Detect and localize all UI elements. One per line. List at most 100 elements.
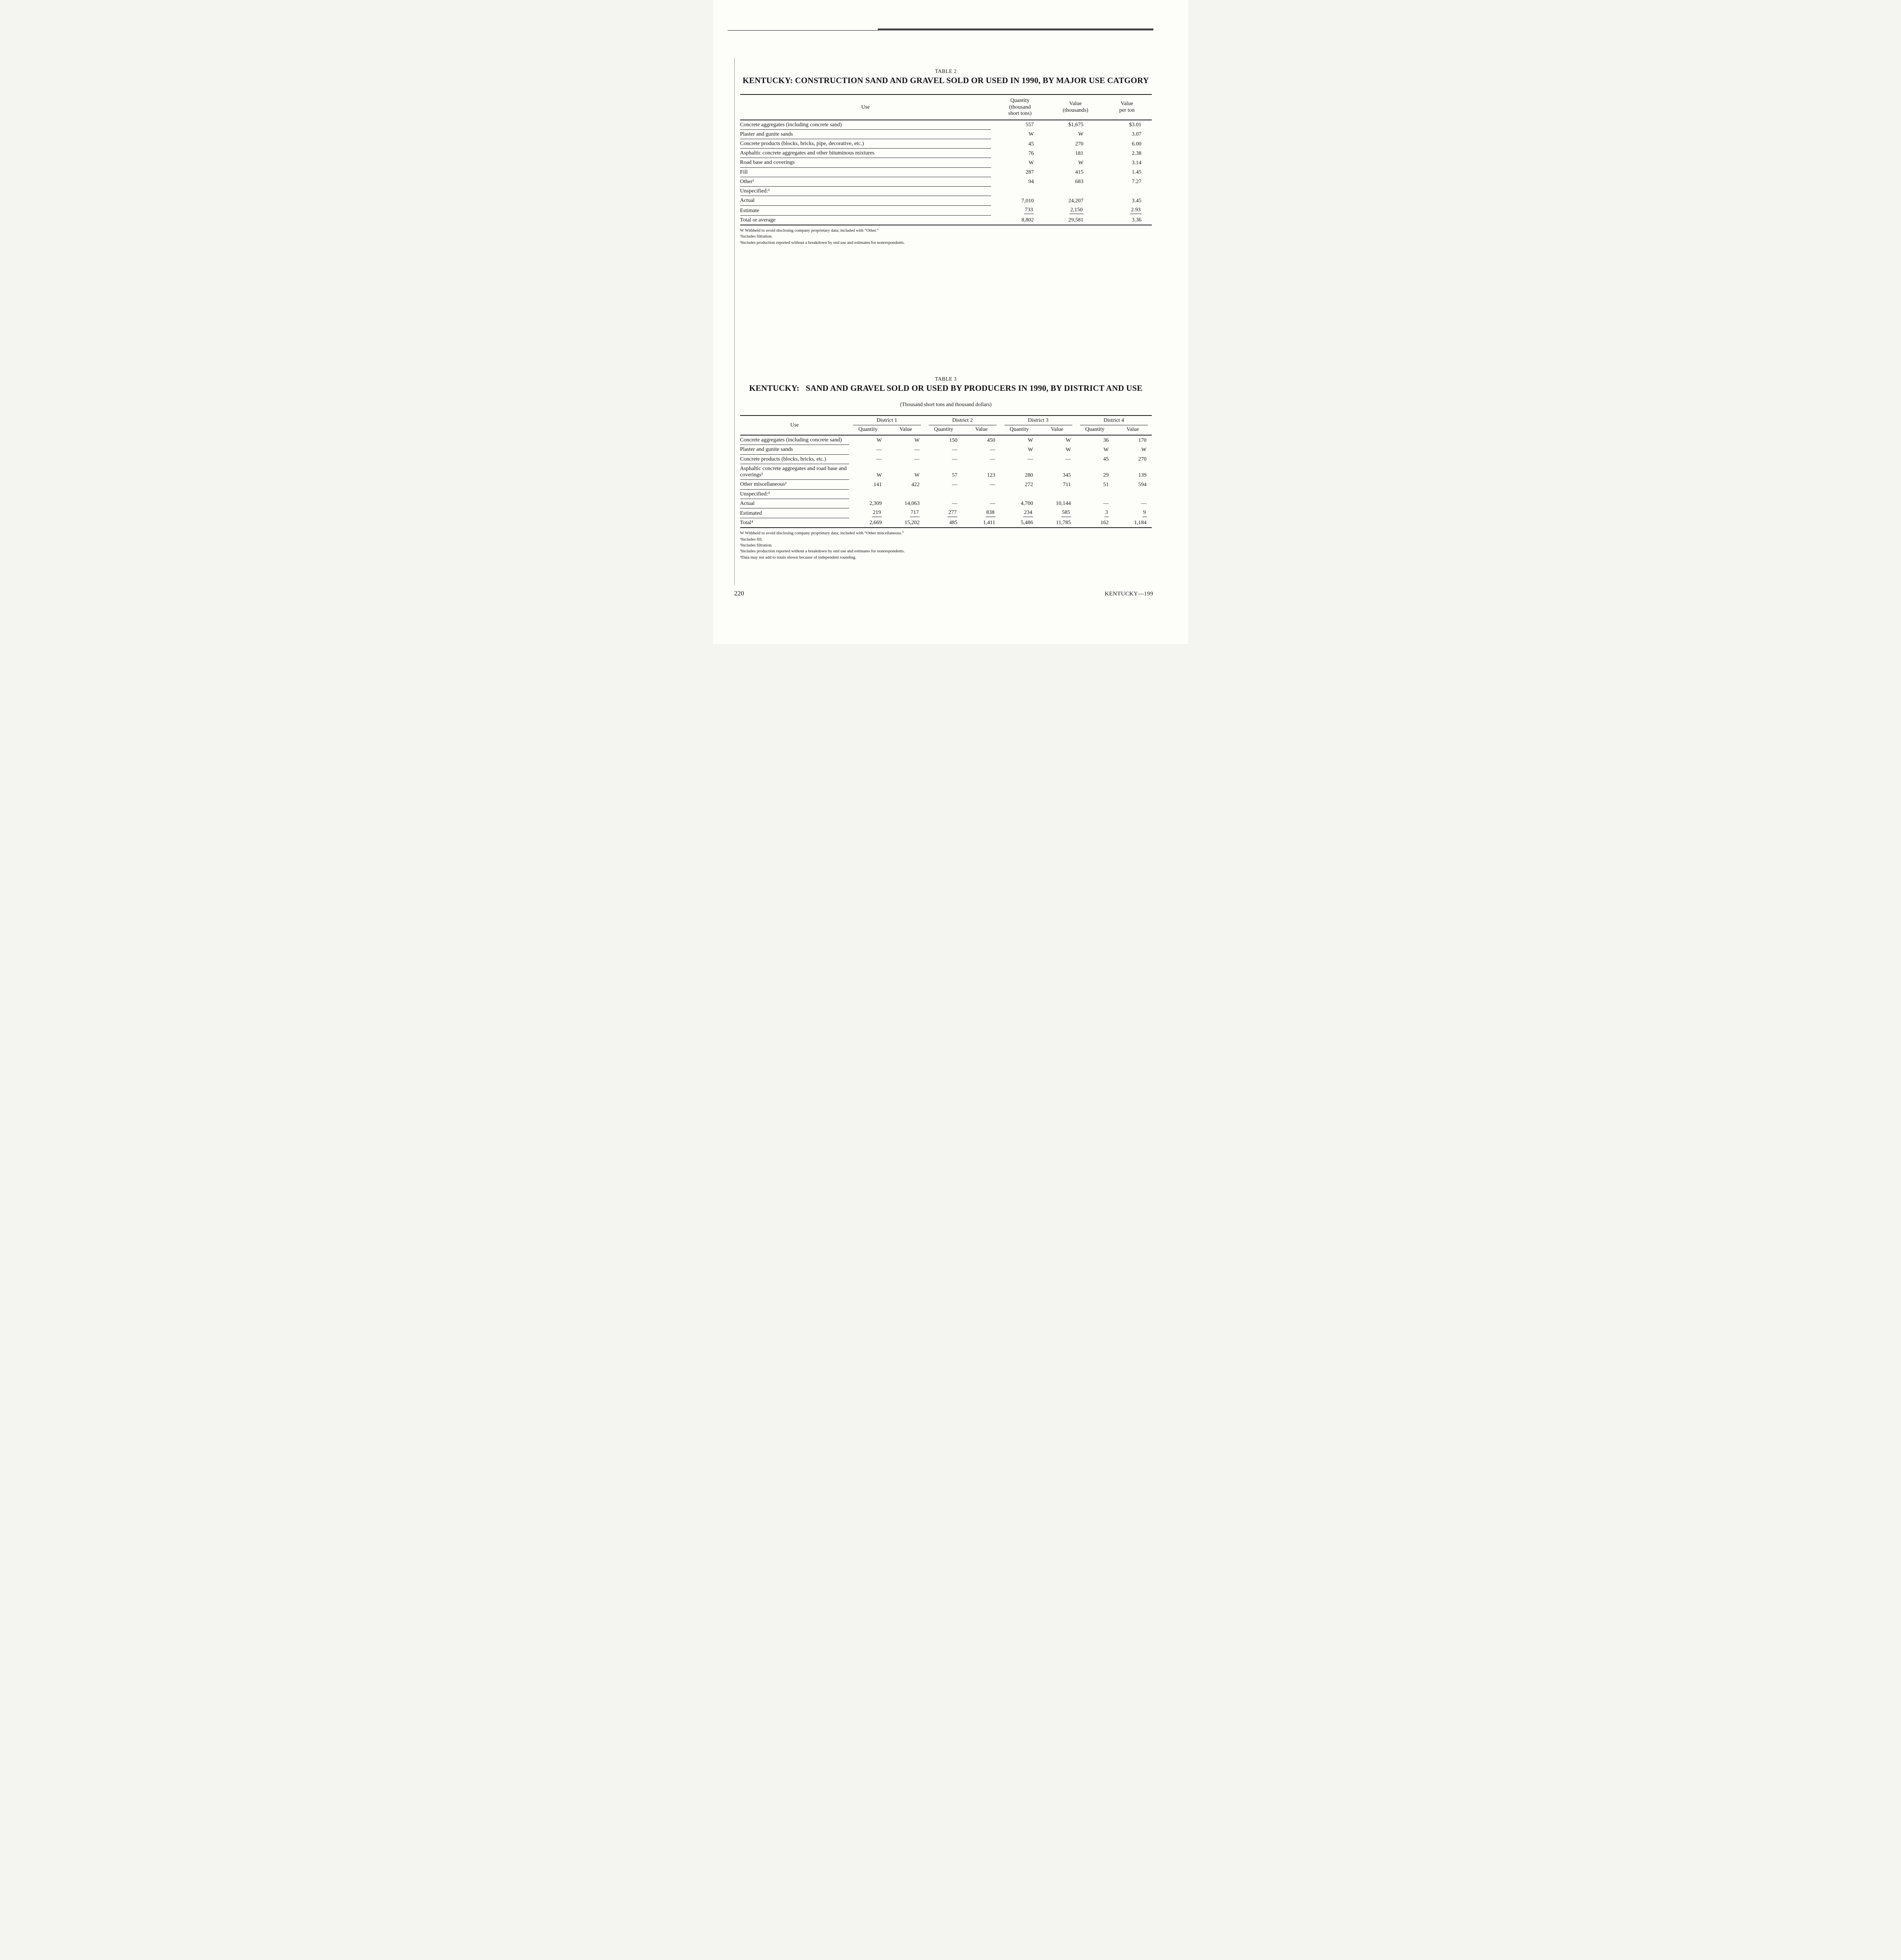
top-rule xyxy=(727,30,1153,31)
table3-header: Use District 1 District 2 District 3 Dis… xyxy=(740,416,1152,436)
value-cell: 594 xyxy=(1114,480,1151,489)
cell-value: 2.38 xyxy=(1132,150,1142,156)
d1-quantity-header: Quantity xyxy=(849,425,887,436)
document-page: TABLE 2 KENTUCKY: CONSTRUCTION SAND AND … xyxy=(713,0,1188,644)
district3-label: District 3 xyxy=(1004,417,1072,426)
value-cell: W xyxy=(887,464,924,479)
table2-header-perton-label: Value per ton xyxy=(1119,101,1135,113)
table2: Use Quantity (thousand short tons) Value… xyxy=(740,94,1152,226)
value-cell xyxy=(849,489,887,499)
value-cell: W xyxy=(1000,445,1038,454)
value-cell: 733 xyxy=(991,205,1049,215)
cell-value: 8,802 xyxy=(1021,217,1034,223)
value-cell: W xyxy=(849,464,887,479)
cell-value: W xyxy=(914,472,920,478)
row-label: Concrete products (blocks, bricks, pipe,… xyxy=(740,139,991,149)
cell-value: — xyxy=(876,446,882,453)
cell-value: 3 xyxy=(1104,510,1109,517)
value-cell: 11,785 xyxy=(1038,518,1076,528)
cell-value: 3.14 xyxy=(1132,160,1142,166)
cell-value: 139 xyxy=(1138,472,1147,478)
value-cell: 838 xyxy=(962,508,1000,518)
cell-value: W xyxy=(1141,446,1147,453)
row-label: Other miscellaneous² xyxy=(740,479,849,490)
table2-title: KENTUCKY: CONSTRUCTION SAND AND GRAVEL S… xyxy=(743,76,1149,85)
cell-value: 123 xyxy=(987,472,995,478)
cell-value: 450 xyxy=(987,437,995,443)
table-row: Fill 287 415 1.45 xyxy=(740,167,1152,177)
cell-value: — xyxy=(1028,456,1033,463)
value-cell: 181 xyxy=(1049,149,1102,158)
table2-header-value: Value (thousands) xyxy=(1049,94,1102,120)
cell-value: 345 xyxy=(1062,472,1071,478)
cell-value: 170 xyxy=(1138,437,1147,443)
cell-value: 9 xyxy=(1142,510,1147,517)
value-cell: — xyxy=(962,445,1000,454)
value-cell: — xyxy=(962,499,1000,508)
table2-header-quantity-label: Quantity (thousand short tons) xyxy=(1008,98,1032,117)
cell-value: 15,202 xyxy=(904,520,920,526)
value-cell: W xyxy=(849,435,887,445)
cell-value: W xyxy=(1066,446,1071,453)
running-footer: KENTUCKY—199 xyxy=(1104,591,1153,597)
value-cell: 8,802 xyxy=(991,215,1049,225)
value-cell xyxy=(887,489,924,499)
table2-header-quantity: Quantity (thousand short tons) xyxy=(991,94,1049,120)
value-cell: W xyxy=(1049,129,1102,139)
value-cell: 36 xyxy=(1076,435,1114,445)
cell-value: 5,486 xyxy=(1020,520,1033,526)
footnote: ²Includes filtration. xyxy=(740,543,773,548)
footnote: W Withheld to avoid disclosing company p… xyxy=(740,531,904,536)
value-cell: 29 xyxy=(1076,464,1114,479)
value-cell: 45 xyxy=(1076,454,1114,464)
table2-section: TABLE 2 KENTUCKY: CONSTRUCTION SAND AND … xyxy=(740,68,1152,246)
value-cell: 717 xyxy=(887,508,924,518)
table3-caption: TABLE 3 xyxy=(935,376,957,382)
row-label: Unspecified:³ xyxy=(740,489,849,499)
d3-quantity-header: Quantity xyxy=(1000,425,1039,436)
value-cell: 415 xyxy=(1049,167,1102,177)
value-cell: — xyxy=(962,454,1000,464)
cell-value: 4,700 xyxy=(1020,501,1033,507)
d3-value-header: Value xyxy=(1038,425,1076,436)
cell-value: — xyxy=(1141,501,1147,507)
cell-value: 76 xyxy=(1028,150,1034,156)
value-cell: $1,675 xyxy=(1049,120,1102,130)
value-cell: 287 xyxy=(991,167,1049,177)
value-cell: 170 xyxy=(1114,435,1151,445)
value-cell: — xyxy=(925,454,962,464)
value-cell xyxy=(1049,187,1102,196)
value-cell: — xyxy=(1000,454,1038,464)
cell-value: W xyxy=(1028,160,1034,166)
row-label: Total⁴ xyxy=(740,520,753,526)
value-cell: 422 xyxy=(887,480,924,489)
value-cell xyxy=(962,489,1000,499)
value-cell: 45 xyxy=(991,139,1049,149)
cell-value: 3.07 xyxy=(1132,131,1142,138)
top-rule-thick xyxy=(877,29,1153,30)
value-cell: 450 xyxy=(962,435,1000,445)
value-cell: 24,207 xyxy=(1049,196,1102,205)
cell-value: W xyxy=(1103,446,1109,453)
table-row: Total⁴ 2,669 15,202 485 1,411 5,486 11,785 162 1… xyxy=(740,518,1152,528)
cell-value: 272 xyxy=(1025,481,1033,488)
table3-header-district2: District 2 xyxy=(925,416,1000,426)
value-cell: 2.93 xyxy=(1102,205,1152,215)
value-cell: 272 xyxy=(1000,480,1038,489)
value-cell: 3.07 xyxy=(1102,129,1152,139)
table2-footnotes: W Withheld to avoid disclosing company p… xyxy=(740,228,1152,246)
cell-value: 1,411 xyxy=(983,520,995,526)
value-cell: W xyxy=(1000,435,1038,445)
table2-header-row: Use Quantity (thousand short tons) Value… xyxy=(740,94,1152,120)
cell-value: — xyxy=(952,446,958,453)
cell-value: — xyxy=(952,501,958,507)
cell-value: 683 xyxy=(1075,179,1084,185)
table-row: Concrete products (blocks, bricks, pipe,… xyxy=(740,139,1152,149)
value-cell: 2,669 xyxy=(849,518,887,528)
cell-value: 36 xyxy=(1103,437,1109,443)
value-cell: 123 xyxy=(962,464,1000,479)
value-cell: 76 xyxy=(991,149,1049,158)
page-number: 220 xyxy=(734,590,744,597)
cell-value: 7.27 xyxy=(1132,179,1142,185)
value-cell: 234 xyxy=(1000,508,1038,518)
